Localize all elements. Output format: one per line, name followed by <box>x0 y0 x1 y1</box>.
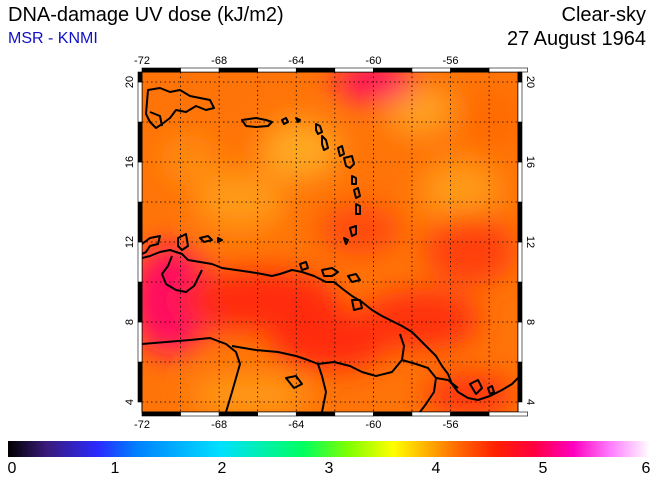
lon-tick-top: -68 <box>211 55 227 67</box>
frame-bar-right <box>517 361 523 403</box>
frame-bar-right <box>517 321 523 363</box>
frame-bar-right <box>517 81 523 123</box>
frame-bar-right <box>517 161 523 203</box>
lon-tick-bottom: -64 <box>288 419 304 431</box>
lat-tick-right: 8 <box>524 319 536 325</box>
lat-tick-left: 20 <box>124 76 136 88</box>
frame-bar-top <box>334 67 374 73</box>
frame-bar-left <box>137 81 143 123</box>
lon-tick-bottom: -68 <box>211 419 227 431</box>
frame-bar-top <box>141 67 181 73</box>
frame-bar-left <box>137 281 143 323</box>
lon-tick-top: -60 <box>365 55 381 67</box>
lat-tick-right: 20 <box>524 76 536 88</box>
frame-bar-right <box>517 121 523 163</box>
lat-tick-right: 4 <box>524 399 536 405</box>
lat-tick-left: 4 <box>124 399 136 405</box>
lon-tick-bottom: -60 <box>365 419 381 431</box>
coastlines <box>142 87 518 412</box>
frame-bar-bottom <box>450 411 490 417</box>
colorbar <box>8 441 650 457</box>
map-date: 27 August 1964 <box>506 28 646 50</box>
frame-bar-top <box>295 67 336 73</box>
frame-bar-bottom <box>257 411 297 417</box>
lon-tick-top: -72 <box>134 55 150 67</box>
frame-bar-bottom <box>180 411 220 417</box>
frame-bar-bottom <box>295 411 336 417</box>
lon-tick-bottom: -72 <box>134 419 150 431</box>
frame-bar-left <box>137 71 143 83</box>
frame-bar-right <box>517 71 523 83</box>
map-source: MSR - KNMI <box>8 30 98 47</box>
frame-bar-bottom <box>488 411 528 417</box>
colorbar-tick-label: 2 <box>217 460 227 477</box>
frame-bar-top <box>218 67 258 73</box>
colorbar-tick-label: 5 <box>538 460 548 477</box>
frame-bar-top <box>257 67 297 73</box>
colorbar-tick-label: 4 <box>431 460 441 477</box>
lat-tick-right: 12 <box>524 236 536 248</box>
frame-bar-left <box>137 201 143 243</box>
frame-bar-left <box>137 161 143 203</box>
frame-bar-top <box>450 67 490 73</box>
sky-condition: Clear-sky <box>561 4 646 26</box>
frame-bar-right <box>517 201 523 243</box>
lat-tick-left: 16 <box>124 156 136 168</box>
lat-tick-left: 12 <box>124 236 136 248</box>
frame-bar-bottom <box>411 411 451 417</box>
frame-bar-left <box>137 121 143 163</box>
colorbar-tick-label: 0 <box>7 460 17 477</box>
frame-bar-bottom <box>141 411 181 417</box>
lon-tick-bottom: -56 <box>443 419 459 431</box>
frame-bar-left <box>137 321 143 363</box>
lon-tick-top: -56 <box>443 55 459 67</box>
frame-tick-bars <box>137 67 528 417</box>
map-title: DNA-damage UV dose (kJ/m2) <box>8 4 284 26</box>
colorbar-tick-label: 3 <box>324 460 334 477</box>
frame-bar-left <box>137 361 143 403</box>
uv-dose-map: -72 -72 -68 -68 -64 -64 -60 -60 -56 -56 4 4 8 8 12 12 16… <box>124 55 536 431</box>
frame-bar-bottom <box>373 411 413 417</box>
frame-bar-top <box>373 67 413 73</box>
axis-labels: -72 -72 -68 -68 -64 -64 -60 -60 -56 -56 4 4 8 8 12 12 16… <box>124 55 536 431</box>
frame-bar-right <box>517 241 523 283</box>
frame-bar-bottom <box>334 411 374 417</box>
frame-bar-top <box>488 67 528 73</box>
frame-bar-bottom <box>218 411 258 417</box>
colorbar-tick-label: 1 <box>110 460 120 477</box>
lon-tick-top: -64 <box>288 55 304 67</box>
colorbar-tick-label: 6 <box>641 460 651 477</box>
lat-tick-right: 16 <box>524 156 536 168</box>
uv-dose-field <box>142 72 518 412</box>
frame-bar-right <box>517 281 523 323</box>
frame-bar-left <box>137 241 143 283</box>
frame-bar-top <box>411 67 451 73</box>
frame-bar-top <box>180 67 220 73</box>
lat-tick-left: 8 <box>124 319 136 325</box>
